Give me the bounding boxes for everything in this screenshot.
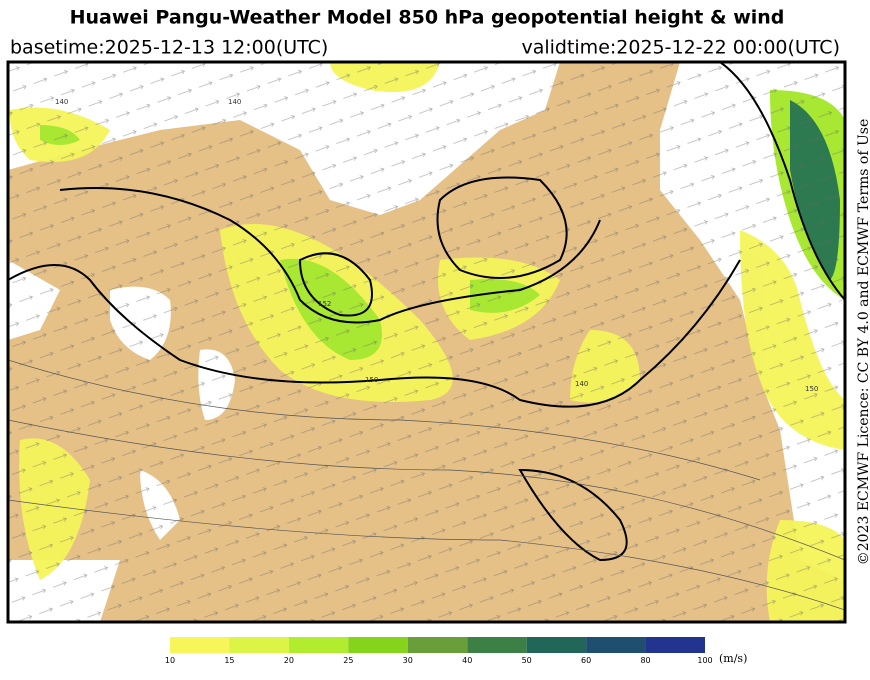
colorbar-tick: 40: [462, 656, 472, 665]
colorbar-segment: [288, 637, 349, 653]
contour-labels: 140 152 150 140 150 140: [55, 98, 818, 393]
contour-label: 140: [228, 98, 241, 106]
colorbar-segment: [467, 637, 527, 653]
basetime: basetime:2025-12-13 12:00(UTC): [10, 37, 328, 59]
colorbar-tick: 15: [224, 656, 234, 665]
colorbar-segment: [170, 637, 230, 653]
contour-label: 150: [805, 385, 818, 393]
map-frame: [6, 60, 847, 624]
colorbar-segment: [348, 637, 408, 653]
title: Huawei Pangu-Weather Model 850 hPa geopo…: [70, 7, 785, 29]
colorbar: 10 15 20 25 30 40 50 60 80 100 (m/s): [165, 637, 747, 665]
colorbar-segment: [586, 637, 646, 653]
map: 140 152 150 140 150 140: [8, 62, 845, 622]
colorbar-tick: 30: [403, 656, 413, 665]
colorbar-tick: 10: [165, 656, 175, 665]
contour-label: 140: [55, 98, 68, 106]
colorbar-tick: 100: [697, 656, 712, 665]
colorbar-segment: [229, 637, 289, 653]
colorbar-segment: [645, 637, 705, 653]
licence: ©2023 ECMWF Licence: CC BY 4.0 and ECMWF…: [856, 119, 870, 566]
contour-label: 150: [365, 376, 378, 384]
colorbar-tick: 20: [284, 656, 294, 665]
wind-arrows: [8, 62, 845, 622]
contour-label: 140: [575, 380, 588, 388]
validtime: validtime:2025-12-22 00:00(UTC): [521, 37, 840, 59]
colorbar-segment: [407, 637, 468, 653]
colorbar-tick: 80: [640, 656, 650, 665]
contour-label: 152: [318, 300, 331, 308]
colorbar-tick: 25: [343, 656, 353, 665]
contours: [8, 62, 845, 562]
contour-minor: [8, 359, 845, 611]
colorbar-unit: (m/s): [719, 652, 747, 665]
colorbar-segment: [526, 637, 587, 653]
colorbar-tick: 60: [581, 656, 591, 665]
colorbar-tick: 50: [522, 656, 532, 665]
